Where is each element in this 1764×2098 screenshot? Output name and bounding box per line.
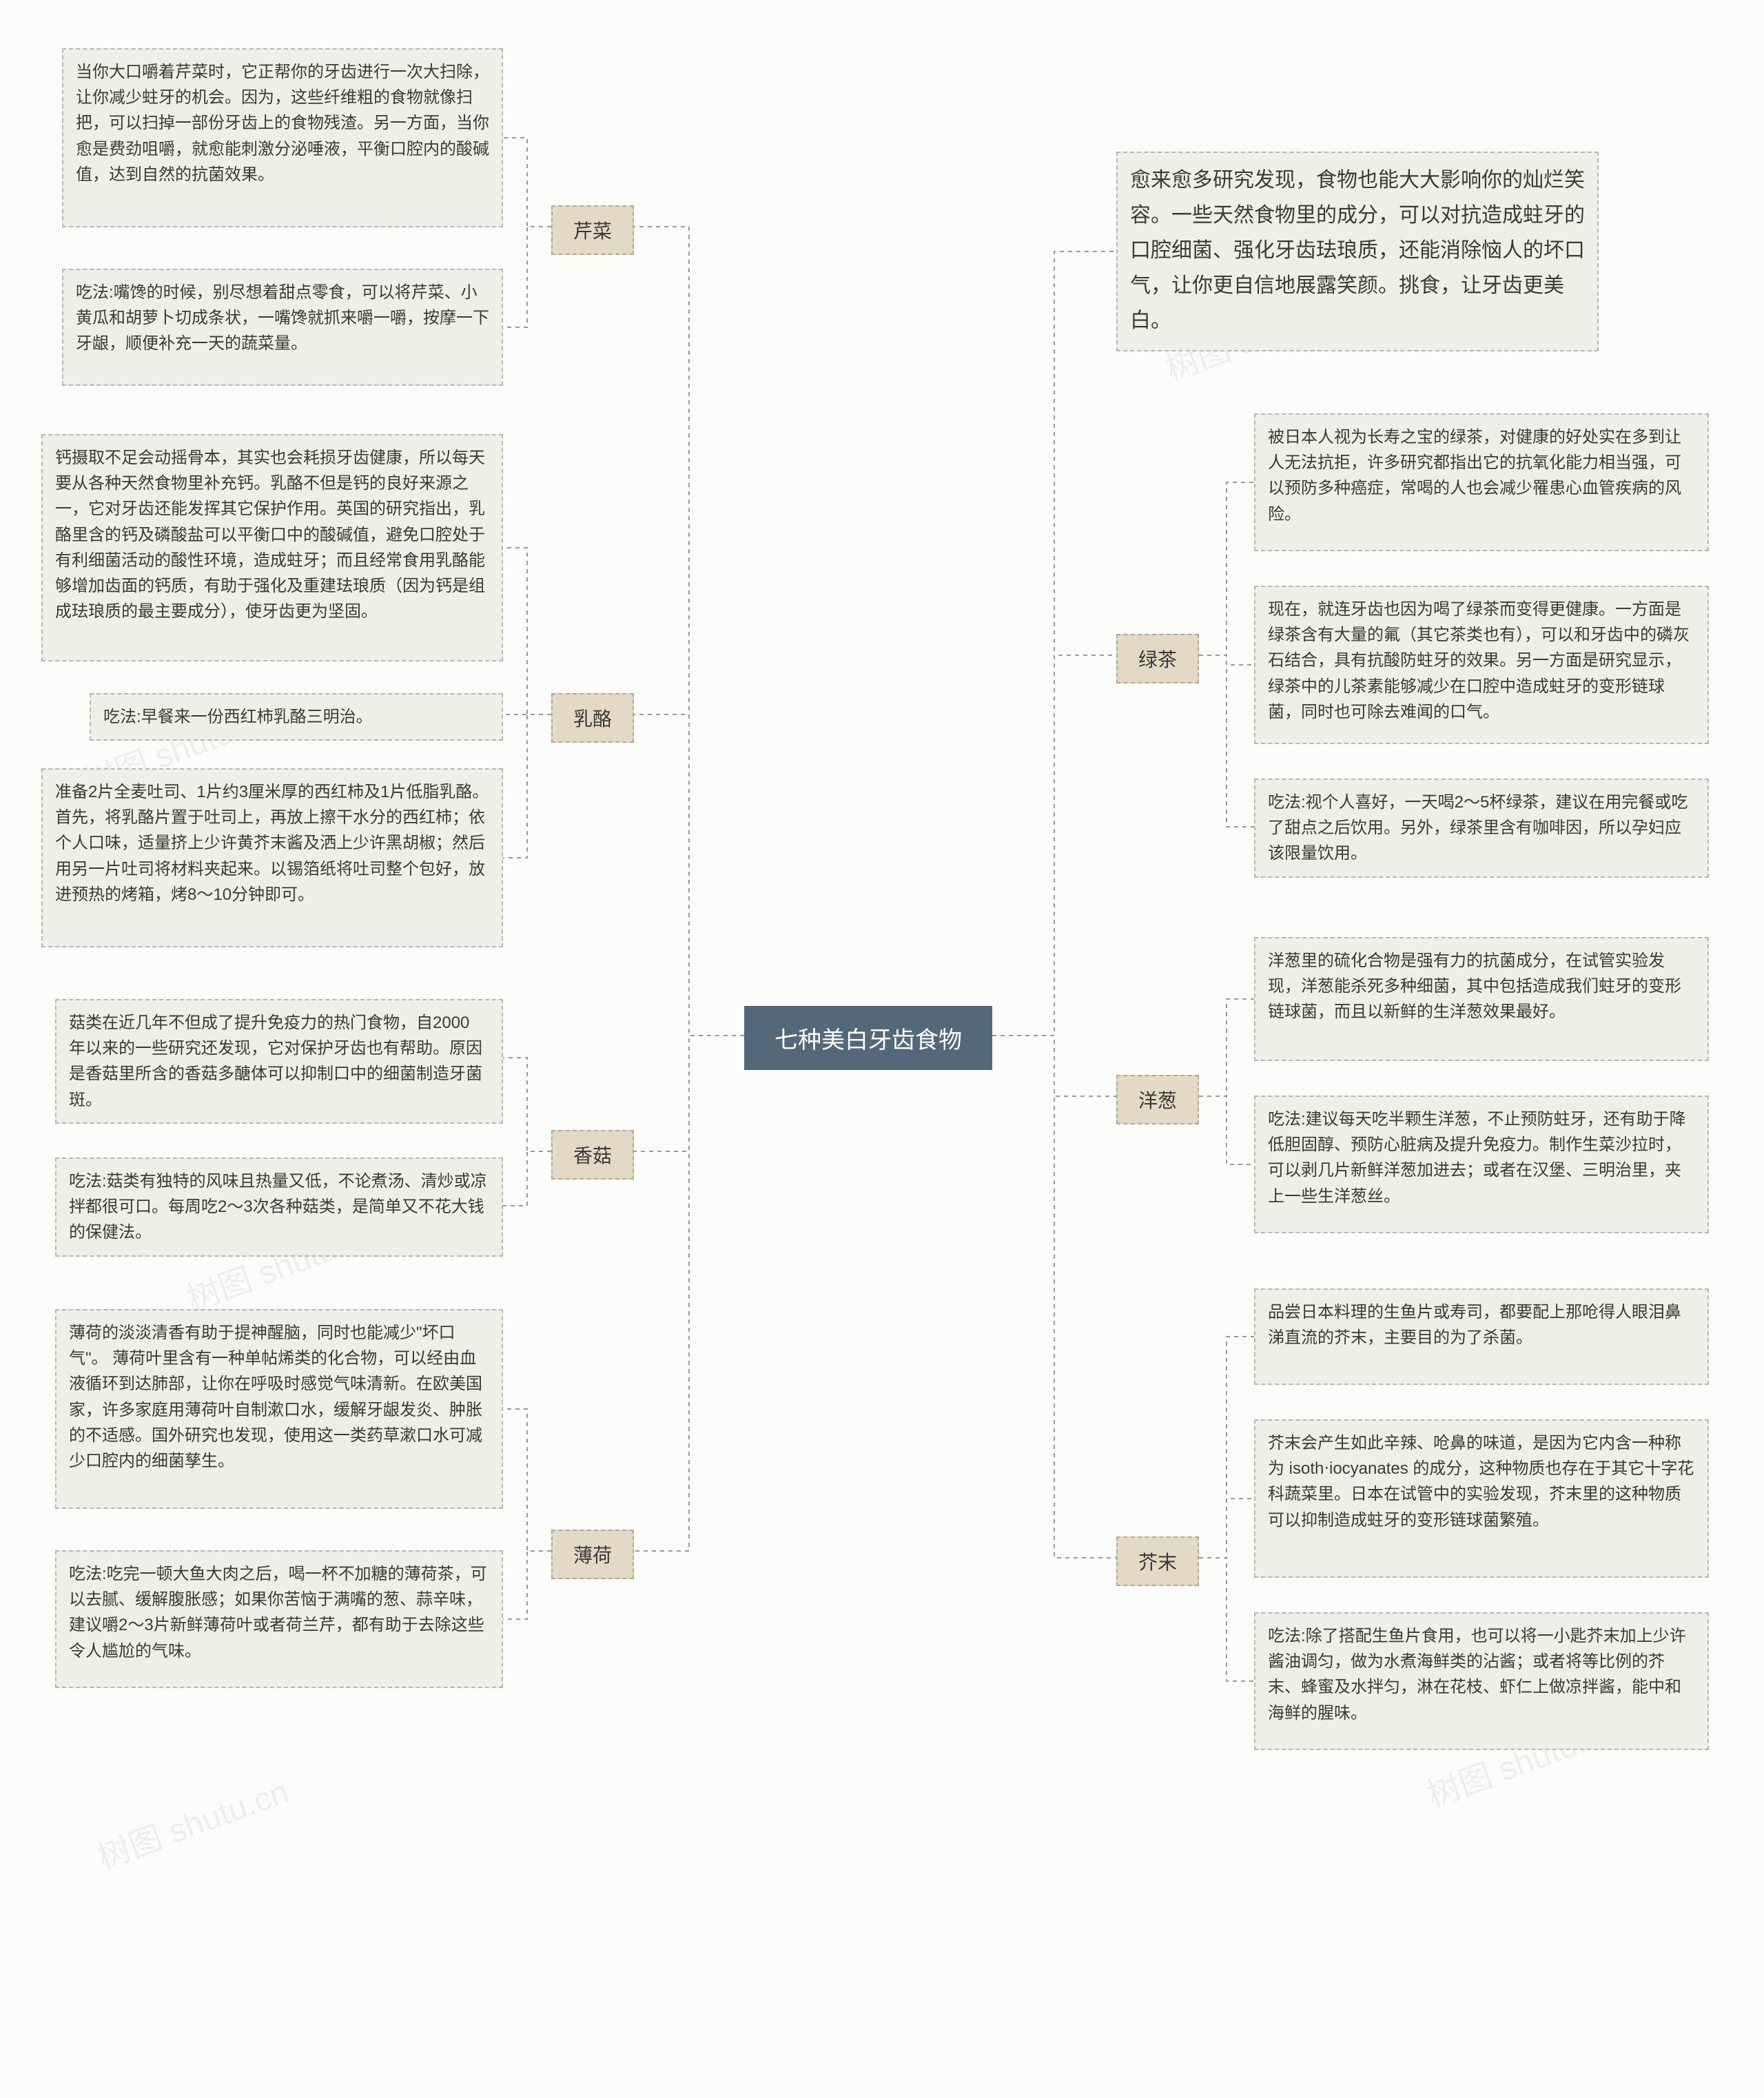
category-薄荷: 薄荷: [551, 1530, 634, 1579]
leaf-芥末-1: 芥末会产生如此辛辣、呛鼻的味道，是因为它内含一种称为 isoth‧iocyana…: [1254, 1419, 1709, 1578]
leaf-乳酪-2: 准备2片全麦吐司、1片约3厘米厚的西红柿及1片低脂乳酪。首先，将乳酪片置于吐司上…: [41, 768, 503, 947]
category-芥末: 芥末: [1116, 1536, 1199, 1586]
leaf-绿茶-2: 吃法:视个人喜好，一天喝2～5杯绿茶，建议在用完餐或吃了甜点之后饮用。另外，绿茶…: [1254, 779, 1709, 878]
leaf-绿茶-1: 现在，就连牙齿也因为喝了绿茶而变得更健康。一方面是绿茶含有大量的氟（其它茶类也有…: [1254, 586, 1709, 744]
leaf-乳酪-1: 吃法:早餐来一份西红柿乳酪三明治。: [90, 693, 503, 741]
category-洋葱: 洋葱: [1116, 1075, 1199, 1124]
category-香菇: 香菇: [551, 1130, 634, 1180]
category-绿茶: 绿茶: [1116, 634, 1199, 683]
leaf-薄荷-0: 薄荷的淡淡清香有助于提神醒脑，同时也能减少"坏口气"。 薄荷叶里含有一种单帖烯类…: [55, 1309, 503, 1509]
leaf-绿茶-0: 被日本人视为长寿之宝的绿茶，对健康的好处实在多到让人无法抗拒，许多研究都指出它的…: [1254, 413, 1709, 551]
category-乳酪: 乳酪: [551, 693, 634, 743]
leaf-intro: 愈来愈多研究发现，食物也能大大影响你的灿烂笑容。一些天然食物里的成分，可以对抗造…: [1116, 152, 1599, 351]
leaf-芹菜-1: 吃法:嘴馋的时候，别尽想着甜点零食，可以将芹菜、小黄瓜和胡萝卜切成条状，一嘴馋就…: [62, 269, 503, 386]
watermark-4: 树图 shutu.cn: [90, 1739, 365, 1879]
leaf-乳酪-0: 钙摄取不足会动摇骨本，其实也会耗损牙齿健康，所以每天要从各种天然食物里补充钙。乳…: [41, 434, 503, 661]
category-芹菜: 芹菜: [551, 205, 634, 255]
leaf-芹菜-0: 当你大口嚼着芹菜时，它正帮你的牙齿进行一次大扫除，让你减少蛀牙的机会。因为，这些…: [62, 48, 503, 227]
leaf-香菇-1: 吃法:菇类有独特的风味且热量又低，不论煮汤、清炒或凉拌都很可口。每周吃2～3次各…: [55, 1158, 503, 1257]
leaf-香菇-0: 菇类在近几年不但成了提升免疫力的热门食物，自2000 年以来的一些研究还发现，它…: [55, 999, 503, 1124]
center-node: 七种美白牙齿食物: [744, 1006, 992, 1070]
leaf-洋葱-0: 洋葱里的硫化合物是强有力的抗菌成分，在试管实验发现，洋葱能杀死多种细菌，其中包括…: [1254, 937, 1709, 1061]
leaf-薄荷-1: 吃法:吃完一顿大鱼大肉之后，喝一杯不加糖的薄荷茶，可以去腻、缓解腹胀感；如果你苦…: [55, 1550, 503, 1688]
leaf-洋葱-1: 吃法:建议每天吃半颗生洋葱，不止预防蛀牙，还有助于降低胆固醇、预防心脏病及提升免…: [1254, 1096, 1709, 1233]
leaf-芥末-2: 吃法:除了搭配生鱼片食用，也可以将一小匙芥末加上少许酱油调匀，做为水煮海鲜类的沾…: [1254, 1612, 1709, 1750]
leaf-芥末-0: 品尝日本料理的生鱼片或寿司，都要配上那呛得人眼泪鼻涕直流的芥末，主要目的为了杀菌…: [1254, 1288, 1709, 1385]
